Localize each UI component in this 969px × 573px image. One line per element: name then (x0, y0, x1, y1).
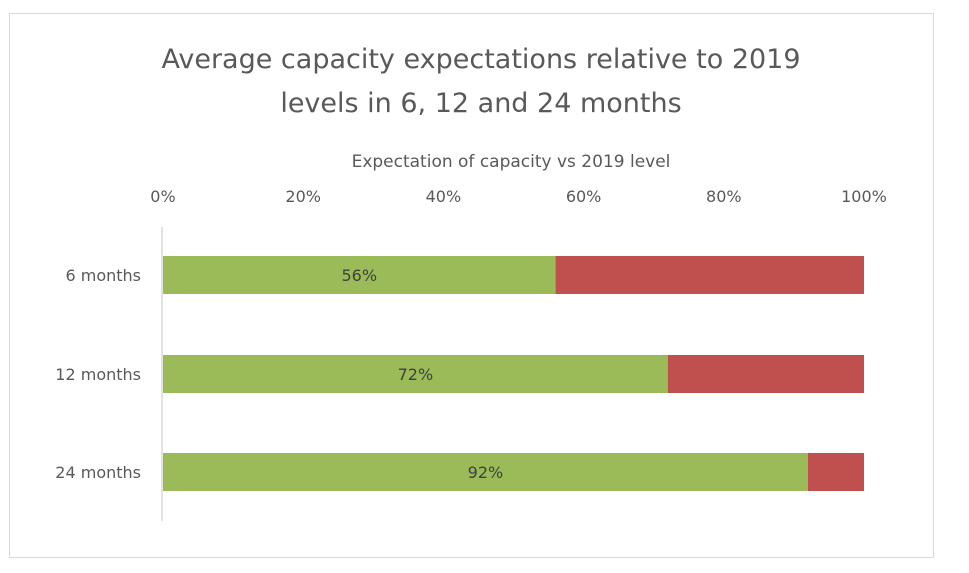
data-label: 92% (468, 463, 504, 482)
bar-expected-capacity (163, 355, 668, 393)
chart-title: Average capacity expectations relative t… (161, 44, 801, 119)
data-label: 56% (341, 266, 377, 285)
x-tick-label: 40% (426, 187, 462, 206)
x-tick-label: 0% (150, 187, 175, 206)
x-tick-label: 100% (841, 187, 887, 206)
bar-remaining (667, 355, 864, 393)
bar-remaining (807, 453, 864, 491)
bar-expected-capacity (163, 256, 556, 294)
data-label: 72% (398, 365, 434, 384)
bar-expected-capacity (163, 453, 808, 491)
category-label: 12 months (55, 365, 141, 384)
bar-remaining (555, 256, 864, 294)
x-tick-label: 60% (566, 187, 602, 206)
category-label: 24 months (55, 463, 141, 482)
category-label: 6 months (65, 266, 141, 285)
x-axis-label: Expectation of capacity vs 2019 level (351, 152, 671, 172)
x-tick-label: 80% (706, 187, 742, 206)
x-tick-label: 20% (285, 187, 321, 206)
